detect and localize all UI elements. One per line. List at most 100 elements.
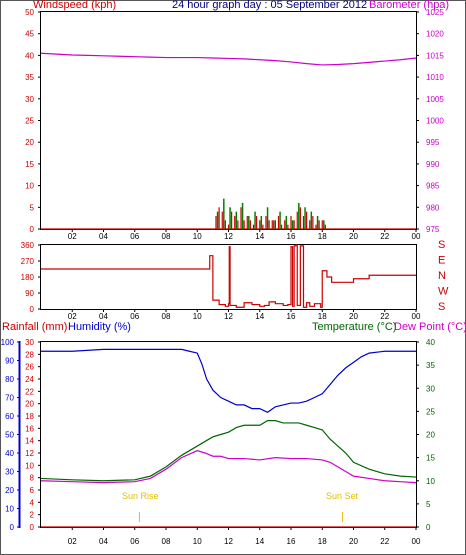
wind-x-axis: 02 04 06 08 10 12 14 16 18 20 22 00 [68,229,421,241]
main-title: 24 hour graph day : 05 September 2012 [172,0,368,11]
y-tick-label: 5 [426,500,431,509]
x-tick-label: 08 [162,537,171,546]
humidity-tick-label: 90 [5,357,14,366]
y-tick-label: 975 [426,225,440,234]
x-tick-label: 18 [318,312,327,321]
y-tick-label: 20 [25,400,34,409]
x-tick-label: 06 [130,312,139,321]
humidity-tick-label: 60 [5,412,14,421]
temperature-title: Temperature (°C) [312,321,397,333]
y-tick-label: 30 [25,338,34,347]
humidity-tick-label: 20 [5,486,14,495]
dewpoint-title: Dew Point (°C) [394,321,466,333]
y-tick-label: 995 [426,138,440,147]
y-tick-label: 40 [426,338,435,347]
y-tick-label: 14 [25,437,34,446]
x-tick-label: 12 [224,537,233,546]
temperature-line [40,420,417,482]
temp-humidity-plot-area [40,341,417,528]
x-tick-label: 00 [412,537,421,546]
wind-baro-series [40,52,417,230]
wind-axis-ticks: 0 5 10 15 20 25 30 35 40 45 50 [25,8,41,234]
y-tick-label: 6 [30,486,35,495]
y-tick-label: 1005 [426,95,444,104]
y-tick-label: 26 [25,363,34,372]
compass-letter: W [438,286,449,298]
direction-axis-ticks: 0 90 180 270 360 [21,241,41,314]
y-tick-label: 1015 [426,51,444,60]
sunrise-label: Sun Rise [122,491,159,501]
humidity-tick-label: 10 [5,505,14,514]
y-tick-label: 45 [25,30,34,39]
humidity-tick-label: 0 [10,523,15,532]
y-tick-label: 0 [30,523,35,532]
barometer-line [40,52,417,66]
y-tick-label: 35 [426,361,435,370]
x-tick-label: 14 [255,232,264,241]
x-tick-label: 18 [318,232,327,241]
y-tick-label: 30 [25,95,34,104]
x-tick-label: 12 [224,232,233,241]
x-tick-label: 02 [68,232,77,241]
x-tick-label: 04 [99,312,108,321]
baro-axis-ticks: 975 980 985 990 995 1000 1005 1010 1015 1020 1025 [416,8,444,234]
dewpoint-line [40,450,417,484]
humidity-tick-label: 80 [5,375,14,384]
x-tick-label: 22 [380,232,389,241]
humidity-tick-label: 50 [5,431,14,440]
temp-x-axis: 02 04 06 08 10 12 14 16 18 20 22 00 [68,527,421,546]
y-tick-label: 270 [21,257,35,266]
y-tick-label: 10 [25,461,34,470]
y-tick-label: 25 [25,117,34,126]
y-tick-label: 0 [426,523,431,532]
x-tick-label: 20 [349,232,358,241]
x-tick-label: 16 [287,232,296,241]
y-tick-label: 22 [25,387,34,396]
direction-line [41,244,416,308]
y-tick-label: 40 [25,51,34,60]
x-tick-label: 16 [287,537,296,546]
y-tick-label: 35 [25,73,34,82]
sunset-label: Sun Set [326,491,359,501]
y-tick-label: 30 [426,384,435,393]
humidity-tick-label: 30 [5,468,14,477]
x-tick-label: 22 [380,537,389,546]
x-tick-label: 02 [68,537,77,546]
y-tick-label: 2 [30,511,35,520]
x-tick-label: 16 [287,312,296,321]
y-tick-label: 10 [25,182,34,191]
x-tick-label: 20 [349,537,358,546]
x-tick-label: 12 [224,312,233,321]
y-tick-label: 28 [25,350,34,359]
x-tick-label: 08 [162,312,171,321]
x-tick-label: 10 [193,232,202,241]
y-tick-label: 990 [426,160,440,169]
y-tick-label: 15 [426,454,435,463]
y-tick-label: 1020 [426,30,444,39]
x-tick-label: 14 [255,537,264,546]
y-tick-label: 12 [25,449,34,458]
temp-axis-ticks: 0 5 10 15 20 25 30 35 40 [416,338,435,532]
x-tick-label: 14 [255,312,264,321]
y-tick-label: 4 [30,498,35,507]
y-tick-label: 18 [25,412,34,421]
sun-markers [138,512,344,522]
humidity-tick-label: 100 [1,338,15,347]
y-tick-label: 20 [426,431,435,440]
rainfall-title: Rainfall (mm) [2,321,68,333]
y-tick-label: 985 [426,182,440,191]
x-tick-label: 00 [412,312,421,321]
y-tick-label: 8 [30,474,35,483]
y-tick-label: 24 [25,375,34,384]
y-tick-label: 5 [30,203,35,212]
humidity-axis-ticks: 0 10 20 30 40 50 60 70 80 90 100 [1,338,20,532]
y-tick-label: 0 [30,305,35,314]
y-tick-label: 20 [25,138,34,147]
y-tick-label: 1025 [426,8,444,17]
temp-humidity-series [40,348,417,528]
y-tick-label: 25 [426,407,435,416]
humidity-tick-label: 40 [5,449,14,458]
